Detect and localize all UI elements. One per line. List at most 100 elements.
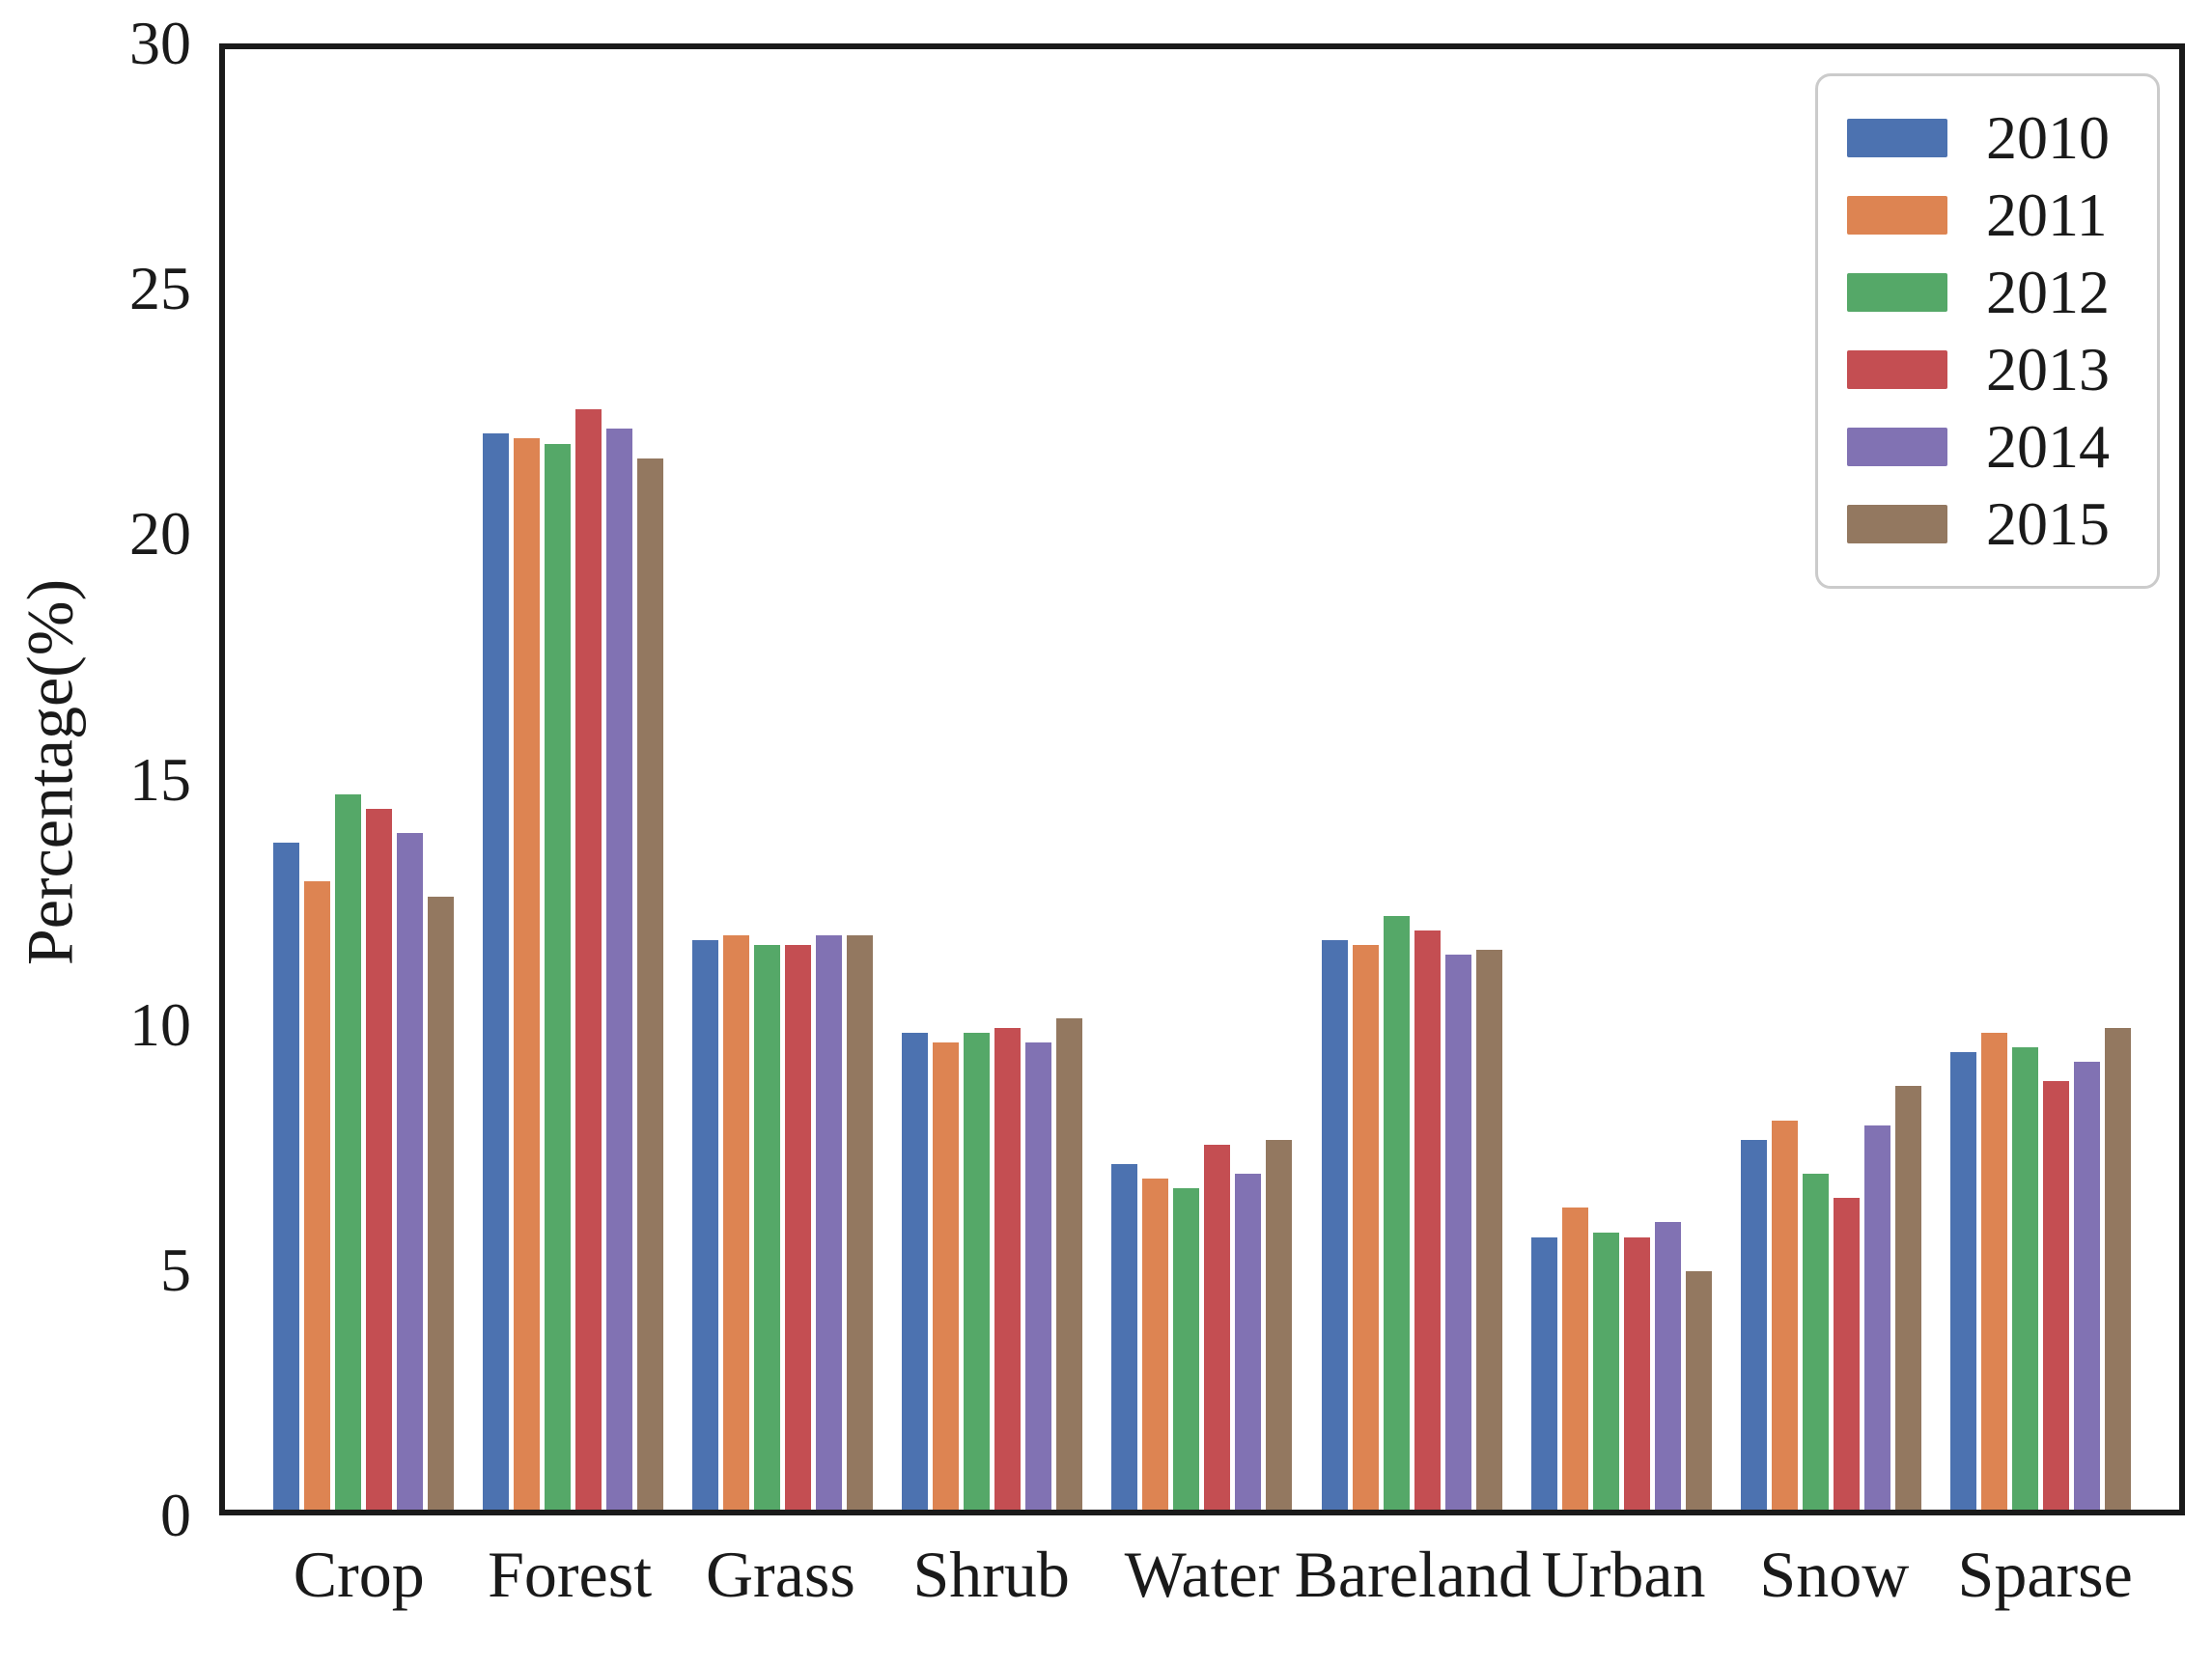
bar-snow-2013	[1833, 1198, 1860, 1510]
bar-urban-2014	[1654, 1222, 1681, 1510]
y-axis-tick-labels: 0 5 10 15 20 25 30	[0, 0, 191, 1666]
bar-grass-2013	[785, 944, 812, 1510]
legend-swatch-2011	[1847, 196, 1947, 235]
bar-group-snow	[1740, 49, 1921, 1510]
bar-shrub-2013	[994, 1027, 1022, 1510]
x-tick-label-water: Water	[1124, 1538, 1280, 1611]
legend-item-2011: 2011	[1847, 177, 2128, 254]
legend-label-2015: 2015	[1986, 489, 2110, 558]
bar-crop-2012	[335, 793, 362, 1510]
bar-group-grass	[692, 49, 874, 1510]
bar-crop-2013	[366, 808, 393, 1510]
bar-urban-2010	[1530, 1236, 1557, 1510]
bar-shrub-2011	[933, 1041, 960, 1510]
bar-shrub-2015	[1056, 1017, 1083, 1510]
y-tick-label-15: 15	[129, 744, 191, 814]
bar-bareland-2014	[1444, 955, 1471, 1510]
bar-grass-2011	[723, 934, 750, 1510]
y-tick-label-5: 5	[160, 1235, 191, 1304]
legend-item-2010: 2010	[1847, 99, 2128, 177]
x-tick-label-shrub: Shrub	[912, 1538, 1070, 1611]
bar-shrub-2014	[1025, 1041, 1052, 1510]
bar-forest-2012	[545, 443, 572, 1510]
bar-shrub-2012	[964, 1032, 991, 1510]
x-tick-label-forest: Forest	[488, 1538, 653, 1611]
legend-swatch-2012	[1847, 273, 1947, 312]
y-tick-label-25: 25	[129, 254, 191, 323]
bar-bareland-2011	[1352, 944, 1379, 1510]
legend-item-2015: 2015	[1847, 486, 2128, 563]
bar-sparse-2013	[2042, 1081, 2069, 1510]
bar-sparse-2015	[2104, 1027, 2131, 1510]
bar-sparse-2012	[2011, 1046, 2038, 1510]
legend-swatch-2014	[1847, 428, 1947, 466]
bar-bareland-2013	[1414, 930, 1441, 1510]
y-tick-label-10: 10	[129, 989, 191, 1059]
bar-group-water	[1111, 49, 1293, 1510]
bar-water-2013	[1204, 1144, 1231, 1510]
legend-label-2010: 2010	[1986, 103, 2110, 172]
bar-snow-2012	[1802, 1174, 1829, 1510]
bar-group-sparse	[1949, 49, 2131, 1510]
bar-grass-2014	[816, 934, 843, 1510]
bar-forest-2014	[606, 429, 633, 1510]
x-tick-label-snow: Snow	[1759, 1538, 1910, 1611]
bar-water-2014	[1235, 1174, 1262, 1510]
bar-water-2012	[1173, 1188, 1200, 1510]
bar-shrub-2010	[902, 1032, 929, 1510]
x-tick-label-bareland: Bareland	[1294, 1538, 1531, 1611]
legend: 2010 2011 2012 2013 2014 2015	[1815, 73, 2160, 589]
bar-sparse-2014	[2073, 1062, 2100, 1510]
bar-bareland-2012	[1383, 915, 1410, 1510]
y-tick-label-20: 20	[129, 499, 191, 569]
bar-urban-2012	[1592, 1232, 1619, 1510]
bar-forest-2011	[514, 438, 541, 1510]
legend-item-2013: 2013	[1847, 331, 2128, 408]
y-tick-label-0: 0	[160, 1481, 191, 1549]
bar-group-forest	[483, 49, 664, 1510]
x-axis-category-labels: Crop Forest Grass Shrub Water Bareland Urban Sn…	[219, 1537, 2185, 1613]
legend-label-2013: 2013	[1986, 335, 2110, 403]
bar-grass-2010	[692, 939, 719, 1510]
bar-group-urban	[1530, 49, 1712, 1510]
bar-sparse-2010	[1949, 1051, 1976, 1510]
bar-group-crop	[273, 49, 455, 1510]
bar-group-bareland	[1321, 49, 1502, 1510]
bar-bareland-2010	[1321, 939, 1348, 1510]
bar-sparse-2011	[1980, 1032, 2007, 1510]
bar-snow-2015	[1894, 1086, 1921, 1510]
bar-crop-2015	[428, 896, 455, 1510]
x-tick-label-urban: Urban	[1541, 1538, 1706, 1611]
legend-label-2012: 2012	[1986, 258, 2110, 326]
bar-snow-2011	[1771, 1120, 1798, 1510]
x-tick-label-crop: Crop	[293, 1538, 425, 1611]
bar-urban-2015	[1685, 1270, 1712, 1510]
bar-grass-2015	[847, 934, 874, 1510]
bar-crop-2010	[273, 843, 300, 1510]
bar-group-shrub	[902, 49, 1083, 1510]
bar-forest-2010	[483, 433, 510, 1510]
bar-water-2015	[1266, 1139, 1293, 1510]
bar-water-2010	[1111, 1163, 1138, 1510]
x-tick-label-sparse: Sparse	[1957, 1538, 2133, 1611]
bar-crop-2011	[304, 881, 331, 1510]
bar-bareland-2015	[1475, 950, 1502, 1510]
bar-snow-2010	[1740, 1139, 1767, 1510]
bar-crop-2014	[397, 832, 424, 1510]
y-tick-label-30: 30	[129, 9, 191, 77]
bar-grass-2012	[754, 944, 781, 1510]
bar-forest-2013	[575, 409, 602, 1510]
legend-swatch-2015	[1847, 505, 1947, 543]
legend-label-2014: 2014	[1986, 412, 2110, 481]
bar-urban-2011	[1561, 1208, 1588, 1510]
x-tick-label-grass: Grass	[705, 1538, 855, 1611]
bar-snow-2014	[1863, 1125, 1890, 1510]
legend-item-2012: 2012	[1847, 254, 2128, 331]
legend-swatch-2010	[1847, 119, 1947, 157]
bar-urban-2013	[1623, 1236, 1650, 1510]
bar-forest-2015	[637, 458, 664, 1510]
legend-swatch-2013	[1847, 350, 1947, 389]
legend-label-2011: 2011	[1986, 180, 2108, 249]
bar-water-2011	[1142, 1179, 1169, 1510]
